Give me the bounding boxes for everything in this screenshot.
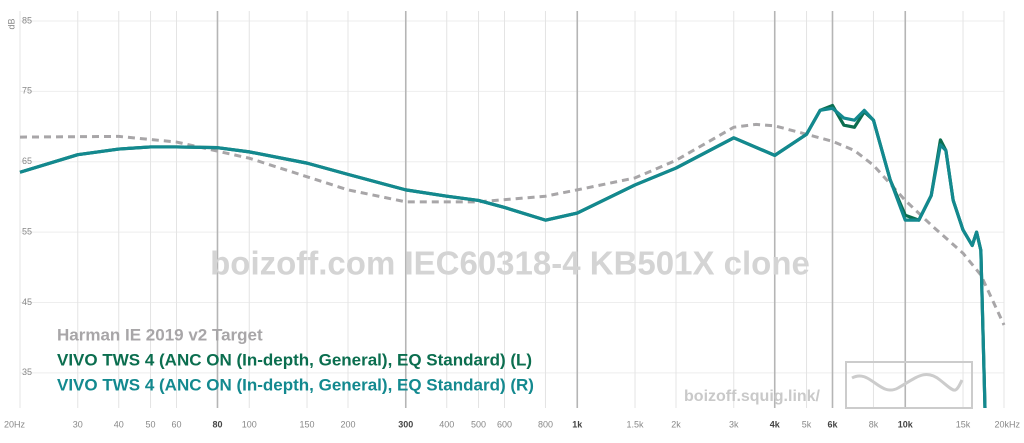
y-tick-label: 75: [22, 86, 32, 96]
x-tick-label: 30: [73, 419, 83, 429]
logo-frame: [845, 361, 973, 409]
y-tick-label: 35: [22, 367, 32, 377]
x-tick-label: 400: [439, 419, 454, 429]
x-tick-label: 60: [171, 419, 181, 429]
y-tick-label: 65: [22, 156, 32, 166]
legend-entry: Harman IE 2019 v2 Target: [57, 325, 263, 344]
y-axis-label: dB: [6, 18, 16, 29]
x-tick-label: 40: [114, 419, 124, 429]
grid: 35 45 55 65 75 85 20Hz 30 40 50 60 80 100 150 200 300 40…: [4, 11, 1020, 429]
x-tick-label: 3k: [729, 419, 739, 429]
x-tick-label: 4k: [770, 419, 781, 429]
y-tick-label: 85: [22, 15, 32, 25]
legend: Harman IE 2019 v2 Target VIVO TWS 4 (ANC …: [57, 325, 534, 394]
watermark-title: boizoff.com IEC60318-4 KB501X clone: [210, 245, 810, 282]
x-tick-label: 2k: [671, 419, 681, 429]
x-tick-label: 50: [146, 419, 156, 429]
x-tick-label: 20kHz: [994, 419, 1020, 429]
x-tick-label: 8k: [869, 419, 879, 429]
x-tick-label: 10k: [898, 419, 914, 429]
x-tick-label: 100: [242, 419, 257, 429]
series-line: [19, 122, 1006, 326]
series-line: [19, 106, 987, 409]
x-tick-label: 800: [538, 419, 553, 429]
y-tick-label: 45: [22, 297, 32, 307]
y-tick-label: 55: [22, 226, 32, 236]
x-tick-label: 80: [212, 419, 222, 429]
x-tick-label: 500: [471, 419, 486, 429]
x-tick-label: 20Hz: [4, 419, 26, 429]
x-tick-label: 5k: [802, 419, 812, 429]
x-tick-label: 15k: [956, 419, 971, 429]
x-tick-label: 600: [497, 419, 512, 429]
legend-entry: VIVO TWS 4 (ANC ON (In-depth, General), …: [57, 375, 534, 394]
x-tick-label: 150: [300, 419, 315, 429]
legend-entry: VIVO TWS 4 (ANC ON (In-depth, General), …: [57, 350, 532, 369]
logo-squiggle: [851, 373, 964, 392]
x-tick-label: 6k: [827, 419, 838, 429]
x-tick-label: 1k: [572, 419, 583, 429]
watermark-url: boizoff.squig.link/: [684, 388, 821, 405]
x-tick-label: 200: [340, 419, 355, 429]
x-tick-label: 1.5k: [627, 419, 645, 429]
lines: [19, 103, 1006, 409]
x-tick-label: 300: [398, 419, 413, 429]
logo: [845, 361, 973, 409]
